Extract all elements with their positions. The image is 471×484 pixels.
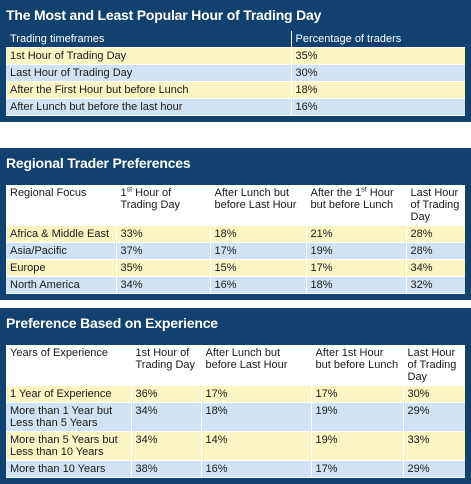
column-header: After the 1st Hour but before Lunch: [306, 185, 407, 226]
table-row: Last Hour of Trading Day 30%: [6, 64, 465, 82]
cell: 29%: [403, 402, 465, 432]
column-header: After Lunch but before Last Hour: [210, 185, 307, 226]
cell: 34%: [116, 276, 211, 294]
cell: 17%: [306, 259, 407, 277]
cell: 19%: [306, 242, 407, 260]
cell: 16%: [201, 460, 312, 478]
cell: Last Hour of Trading Day: [6, 64, 292, 82]
column-header: After 1st Hour but before Lunch: [311, 345, 404, 386]
cell: 30%: [291, 64, 465, 82]
cell: Asia/Pacific: [6, 242, 117, 260]
cell: 18%: [201, 402, 312, 432]
table-header-row: Years of Experience 1st Hour of Trading …: [6, 345, 465, 386]
cell: More than 1 Year but Less than 5 Years: [6, 402, 132, 432]
table-header-row: Trading timeframes Percentage of traders: [6, 31, 465, 48]
table-row: More than 10 Years 38% 16% 17% 29%: [6, 460, 465, 478]
cell: After Lunch but before the last hour: [6, 98, 292, 116]
cell: 38%: [131, 460, 202, 478]
cell: 33%: [116, 225, 211, 243]
cell: 29%: [403, 460, 465, 478]
popular-hours-table: Trading timeframes Percentage of traders…: [6, 31, 465, 116]
table-header-row: Regional Focus 1st Hour of Trading Day A…: [6, 185, 465, 226]
column-header: Last Hour of Trading Day: [406, 185, 465, 226]
table-row: Europe 35% 15% 17% 34%: [6, 259, 465, 277]
column-header: Percentage of traders: [291, 31, 465, 48]
column-header: Years of Experience: [6, 345, 132, 386]
experience-table: Years of Experience 1st Hour of Trading …: [6, 345, 465, 478]
cell: 18%: [306, 276, 407, 294]
section-experience: Preference Based on Experience Years of …: [0, 308, 471, 484]
cell: 18%: [291, 81, 465, 99]
table-row: Africa & Middle East 33% 18% 21% 28%: [6, 225, 465, 243]
table-row: 1 Year of Experience 36% 17% 17% 30%: [6, 385, 465, 403]
cell: 34%: [131, 431, 202, 461]
cell: 35%: [291, 47, 465, 65]
cell: 19%: [311, 431, 404, 461]
column-header-text: 1st Hour of Trading Day: [120, 186, 181, 211]
cell: Africa & Middle East: [6, 225, 117, 243]
section-regional: Regional Trader Preferences Regional Foc…: [0, 148, 471, 300]
table-row: After the First Hour but before Lunch 18…: [6, 81, 465, 99]
column-header: 1st Hour of Trading Day: [116, 185, 211, 226]
cell: 34%: [131, 402, 202, 432]
regional-table: Regional Focus 1st Hour of Trading Day A…: [6, 185, 465, 294]
column-header: Trading timeframes: [6, 31, 292, 48]
section-title: Preference Based on Experience: [0, 308, 471, 339]
cell: 21%: [306, 225, 407, 243]
cell: 1 Year of Experience: [6, 385, 132, 403]
cell: 30%: [403, 385, 465, 403]
cell: 16%: [291, 98, 465, 116]
cell: Europe: [6, 259, 117, 277]
column-header: After Lunch but before Last Hour: [201, 345, 312, 386]
cell: 14%: [201, 431, 312, 461]
cell: 17%: [311, 460, 404, 478]
table-row: More than 1 Year but Less than 5 Years 3…: [6, 402, 465, 432]
cell: North America: [6, 276, 117, 294]
cell: 28%: [406, 225, 465, 243]
section-title: The Most and Least Popular Hour of Tradi…: [0, 0, 471, 31]
cell: 34%: [406, 259, 465, 277]
column-header: Regional Focus: [6, 185, 117, 226]
cell: 1st Hour of Trading Day: [6, 47, 292, 65]
table-row: 1st Hour of Trading Day 35%: [6, 47, 465, 65]
table-panel: Years of Experience 1st Hour of Trading …: [0, 339, 471, 484]
table-panel: Trading timeframes Percentage of traders…: [0, 31, 471, 122]
cell: 37%: [116, 242, 211, 260]
cell: 36%: [131, 385, 202, 403]
table-panel: Regional Focus 1st Hour of Trading Day A…: [0, 179, 471, 300]
cell: 35%: [116, 259, 211, 277]
table-row: North America 34% 16% 18% 32%: [6, 276, 465, 294]
cell: 17%: [210, 242, 307, 260]
cell: 17%: [311, 385, 404, 403]
table-row: After Lunch but before the last hour 16%: [6, 98, 465, 116]
section-title: Regional Trader Preferences: [0, 148, 471, 179]
cell: 32%: [406, 276, 465, 294]
cell: 16%: [210, 276, 307, 294]
table-row: More than 5 Years but Less than 10 Years…: [6, 431, 465, 461]
column-header: Last Hour of Trading Day: [403, 345, 465, 386]
section-popular-hours: The Most and Least Popular Hour of Tradi…: [0, 0, 471, 122]
column-header-text: After the 1st Hour but before Lunch: [310, 186, 394, 211]
cell: 15%: [210, 259, 307, 277]
cell: More than 10 Years: [6, 460, 132, 478]
cell: 17%: [201, 385, 312, 403]
cell: 28%: [406, 242, 465, 260]
cell: After the First Hour but before Lunch: [6, 81, 292, 99]
cell: More than 5 Years but Less than 10 Years: [6, 431, 132, 461]
table-row: Asia/Pacific 37% 17% 19% 28%: [6, 242, 465, 260]
cell: 19%: [311, 402, 404, 432]
cell: 18%: [210, 225, 307, 243]
cell: 33%: [403, 431, 465, 461]
column-header: 1st Hour of Trading Day: [131, 345, 202, 386]
